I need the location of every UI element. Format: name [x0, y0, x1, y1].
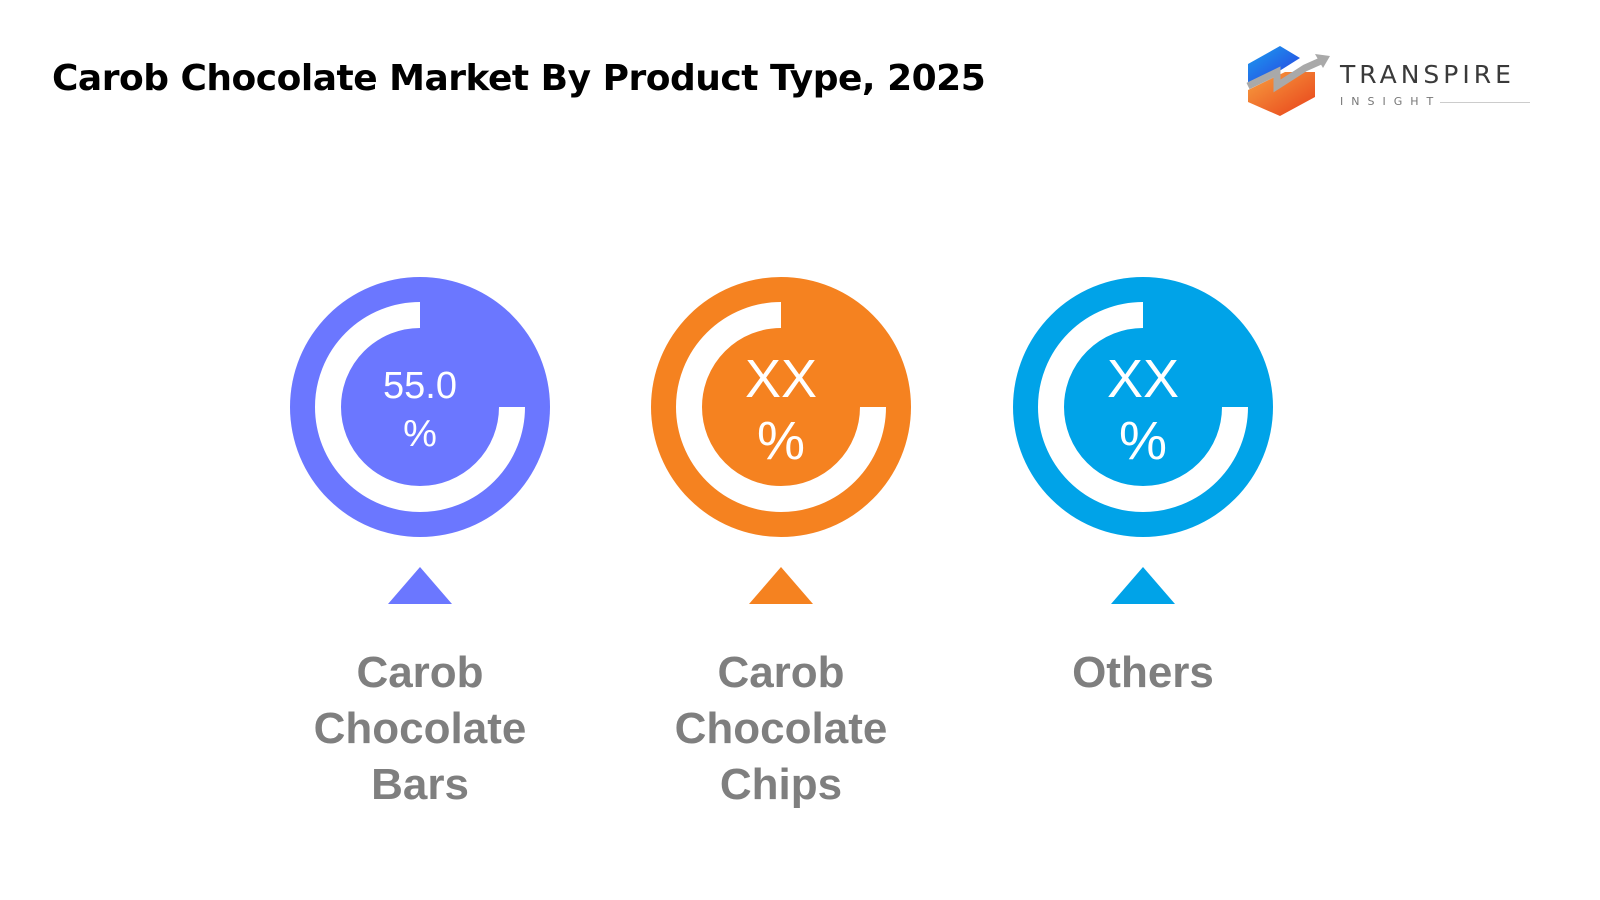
segment-value: 55.0% — [340, 362, 500, 458]
segment-ring-arc — [676, 302, 886, 512]
segment-ring-arc — [315, 302, 525, 512]
segment-label: Carob Chocolate Bars — [313, 648, 527, 809]
value-unit: % — [403, 413, 437, 455]
pointer-triangle — [1111, 567, 1175, 604]
logo-sub: INSIGHT — [1340, 95, 1442, 108]
logo-divider — [1440, 102, 1530, 103]
page-title: Carob Chocolate Market By Product Type, … — [52, 58, 986, 99]
pointer-triangle — [388, 567, 452, 604]
value-number: XX — [744, 349, 818, 409]
value-unit: % — [756, 411, 805, 471]
segment-label: Carob Chocolate Chips — [674, 648, 888, 809]
segment-label: Others — [1072, 648, 1214, 697]
value-number: 55.0 — [383, 365, 457, 407]
segment-value: XX% — [701, 348, 861, 472]
value-number: XX — [1106, 349, 1180, 409]
segment-value: XX% — [1063, 348, 1223, 472]
pointer-triangle — [749, 567, 813, 604]
logo-name: TRANSPIRE — [1340, 60, 1515, 89]
transpire-logo: TRANSPIRE INSIGHT — [1245, 42, 1535, 122]
value-unit: % — [1118, 411, 1167, 471]
segment-ring-arc — [1038, 302, 1248, 512]
logo-mark-icon — [1246, 46, 1330, 116]
